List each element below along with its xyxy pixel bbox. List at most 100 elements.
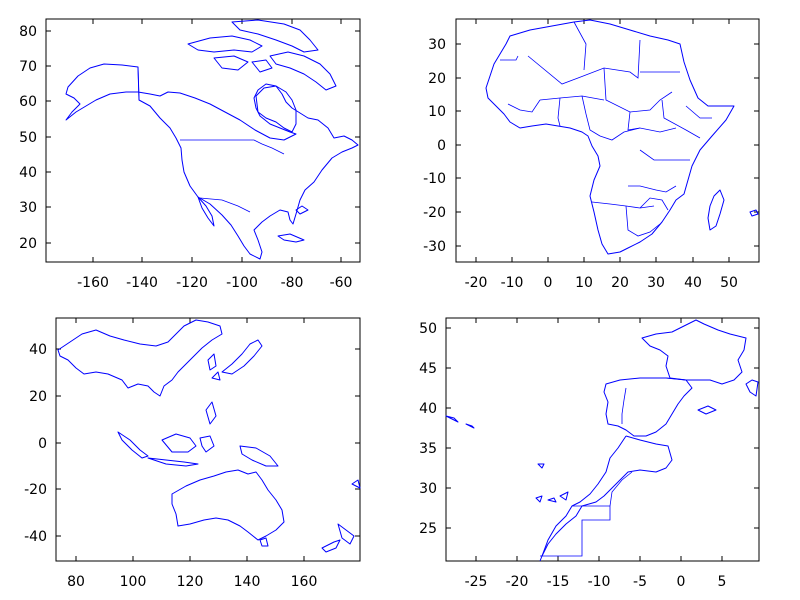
country-border: [661, 99, 701, 139]
map-outline-north-america: [65, 19, 359, 260]
x-tick-label: 10: [575, 275, 593, 291]
y-tick-label: 0: [437, 138, 446, 154]
sulawesi: [199, 435, 215, 453]
country-border: [639, 149, 690, 161]
iberian-peninsula: [603, 377, 693, 437]
azores: [465, 423, 475, 429]
spain-france-border: [665, 377, 687, 381]
country-border: [628, 185, 677, 193]
madeira: [537, 463, 545, 469]
balearic-island: [697, 405, 717, 415]
country-border: [581, 95, 601, 137]
x-tick-label: -15: [547, 574, 570, 590]
y-tick-label: 70: [19, 59, 37, 75]
australia: [171, 469, 285, 541]
azores: [445, 415, 459, 423]
us-canada-border: [180, 139, 285, 155]
borneo: [161, 433, 197, 453]
y-tick-label: -20: [24, 482, 47, 498]
y-tick-label: 25: [419, 521, 437, 537]
madagascar: [707, 189, 725, 231]
morocco-algeria-border: [609, 471, 633, 507]
plot-frame: [55, 317, 361, 562]
italy: [745, 379, 759, 397]
philippines: [205, 401, 217, 425]
y-tick-label: 50: [19, 130, 37, 146]
western-sahara-border: [540, 505, 611, 557]
asia-coastline: [57, 319, 223, 397]
y-tick-label: 0: [38, 436, 47, 452]
canary-island: [559, 491, 569, 501]
africa-coastline: [539, 435, 673, 562]
x-axis: -25 -20 -15 -10 -5 0 5: [465, 318, 727, 590]
y-tick-label: 80: [19, 24, 37, 40]
x-tick-label: 50: [720, 275, 738, 291]
tasmania: [259, 537, 269, 547]
map-outline-iberia-morocco: [445, 319, 759, 562]
y-axis: -30 -20 -10 0 10 20 30: [423, 37, 759, 255]
country-border: [599, 127, 641, 141]
x-axis: -160 -140 -120 -100 -80 -60: [77, 19, 352, 291]
x-tick-label: -20: [506, 574, 529, 590]
y-tick-label: 30: [428, 37, 446, 53]
x-tick-label: -120: [176, 275, 208, 291]
canary-island: [547, 497, 557, 503]
sumatra: [117, 431, 149, 459]
new-guinea: [239, 445, 279, 467]
spain-portugal-border: [621, 387, 627, 424]
alaska-canada-border: [137, 66, 140, 101]
new-zealand-south: [321, 539, 341, 553]
x-axis: -20 -10 0 10 20 30 40 50: [465, 19, 738, 291]
victoria-island: [213, 55, 249, 71]
country-border: [539, 95, 605, 101]
country-border: [685, 105, 712, 119]
country-border: [639, 197, 669, 211]
y-tick-label: 45: [419, 361, 437, 377]
x-tick-label: 100: [120, 574, 147, 590]
country-border: [573, 21, 587, 71]
x-tick-label: 20: [611, 275, 629, 291]
y-tick-label: 20: [19, 236, 37, 252]
country-border: [627, 111, 677, 133]
x-tick-label: -10: [588, 574, 611, 590]
island: [351, 479, 361, 489]
x-tick-label: 40: [684, 275, 702, 291]
map-panel-asia-oceania: 80 100 120 140 160 -40 -20 0 20 40: [24, 317, 361, 590]
y-axis: -40 -20 0 20 40: [24, 342, 360, 545]
x-tick-label: -60: [330, 275, 353, 291]
x-tick-label: -25: [465, 574, 488, 590]
country-border: [507, 99, 541, 113]
africa-coastline: [485, 19, 735, 255]
north-america-coastline: [65, 63, 359, 260]
map-panel-iberia-morocco: -25 -20 -15 -10 -5 0 5 25 30 35 40 45 50: [419, 317, 760, 590]
morocco-coast: [541, 435, 627, 557]
y-tick-label: 60: [19, 94, 37, 110]
java: [147, 457, 199, 467]
x-tick-label: 5: [718, 574, 727, 590]
new-zealand-north: [337, 523, 355, 545]
y-tick-label: 30: [19, 200, 37, 216]
france: [641, 319, 747, 385]
ellesmere-island: [231, 19, 319, 53]
y-tick-label: 20: [29, 389, 47, 405]
map-panel-africa: -20 -10 0 10 20 30 40 50 -30 -20 -10 0 1…: [423, 18, 760, 291]
x-tick-label: 30: [647, 275, 665, 291]
island: [211, 371, 221, 381]
country-border: [527, 39, 641, 85]
y-tick-label: 35: [419, 441, 437, 457]
y-tick-label: 30: [419, 481, 437, 497]
x-tick-label: 120: [177, 574, 204, 590]
y-tick-label: -30: [423, 239, 446, 255]
plot-frame: [455, 18, 760, 263]
x-tick-label: 140: [234, 574, 261, 590]
map-panel-north-america: -160 -140 -120 -100 -80 -60 20 30 40 50 …: [19, 18, 361, 291]
y-axis: 25 30 35 40 45 50: [419, 321, 759, 537]
y-tick-label: 40: [29, 342, 47, 358]
y-tick-label: 10: [428, 104, 446, 120]
x-tick-label: -80: [281, 275, 304, 291]
x-tick-label: -140: [126, 275, 158, 291]
map-outline-asia-oceania: [57, 319, 361, 553]
y-tick-label: -10: [423, 171, 446, 187]
